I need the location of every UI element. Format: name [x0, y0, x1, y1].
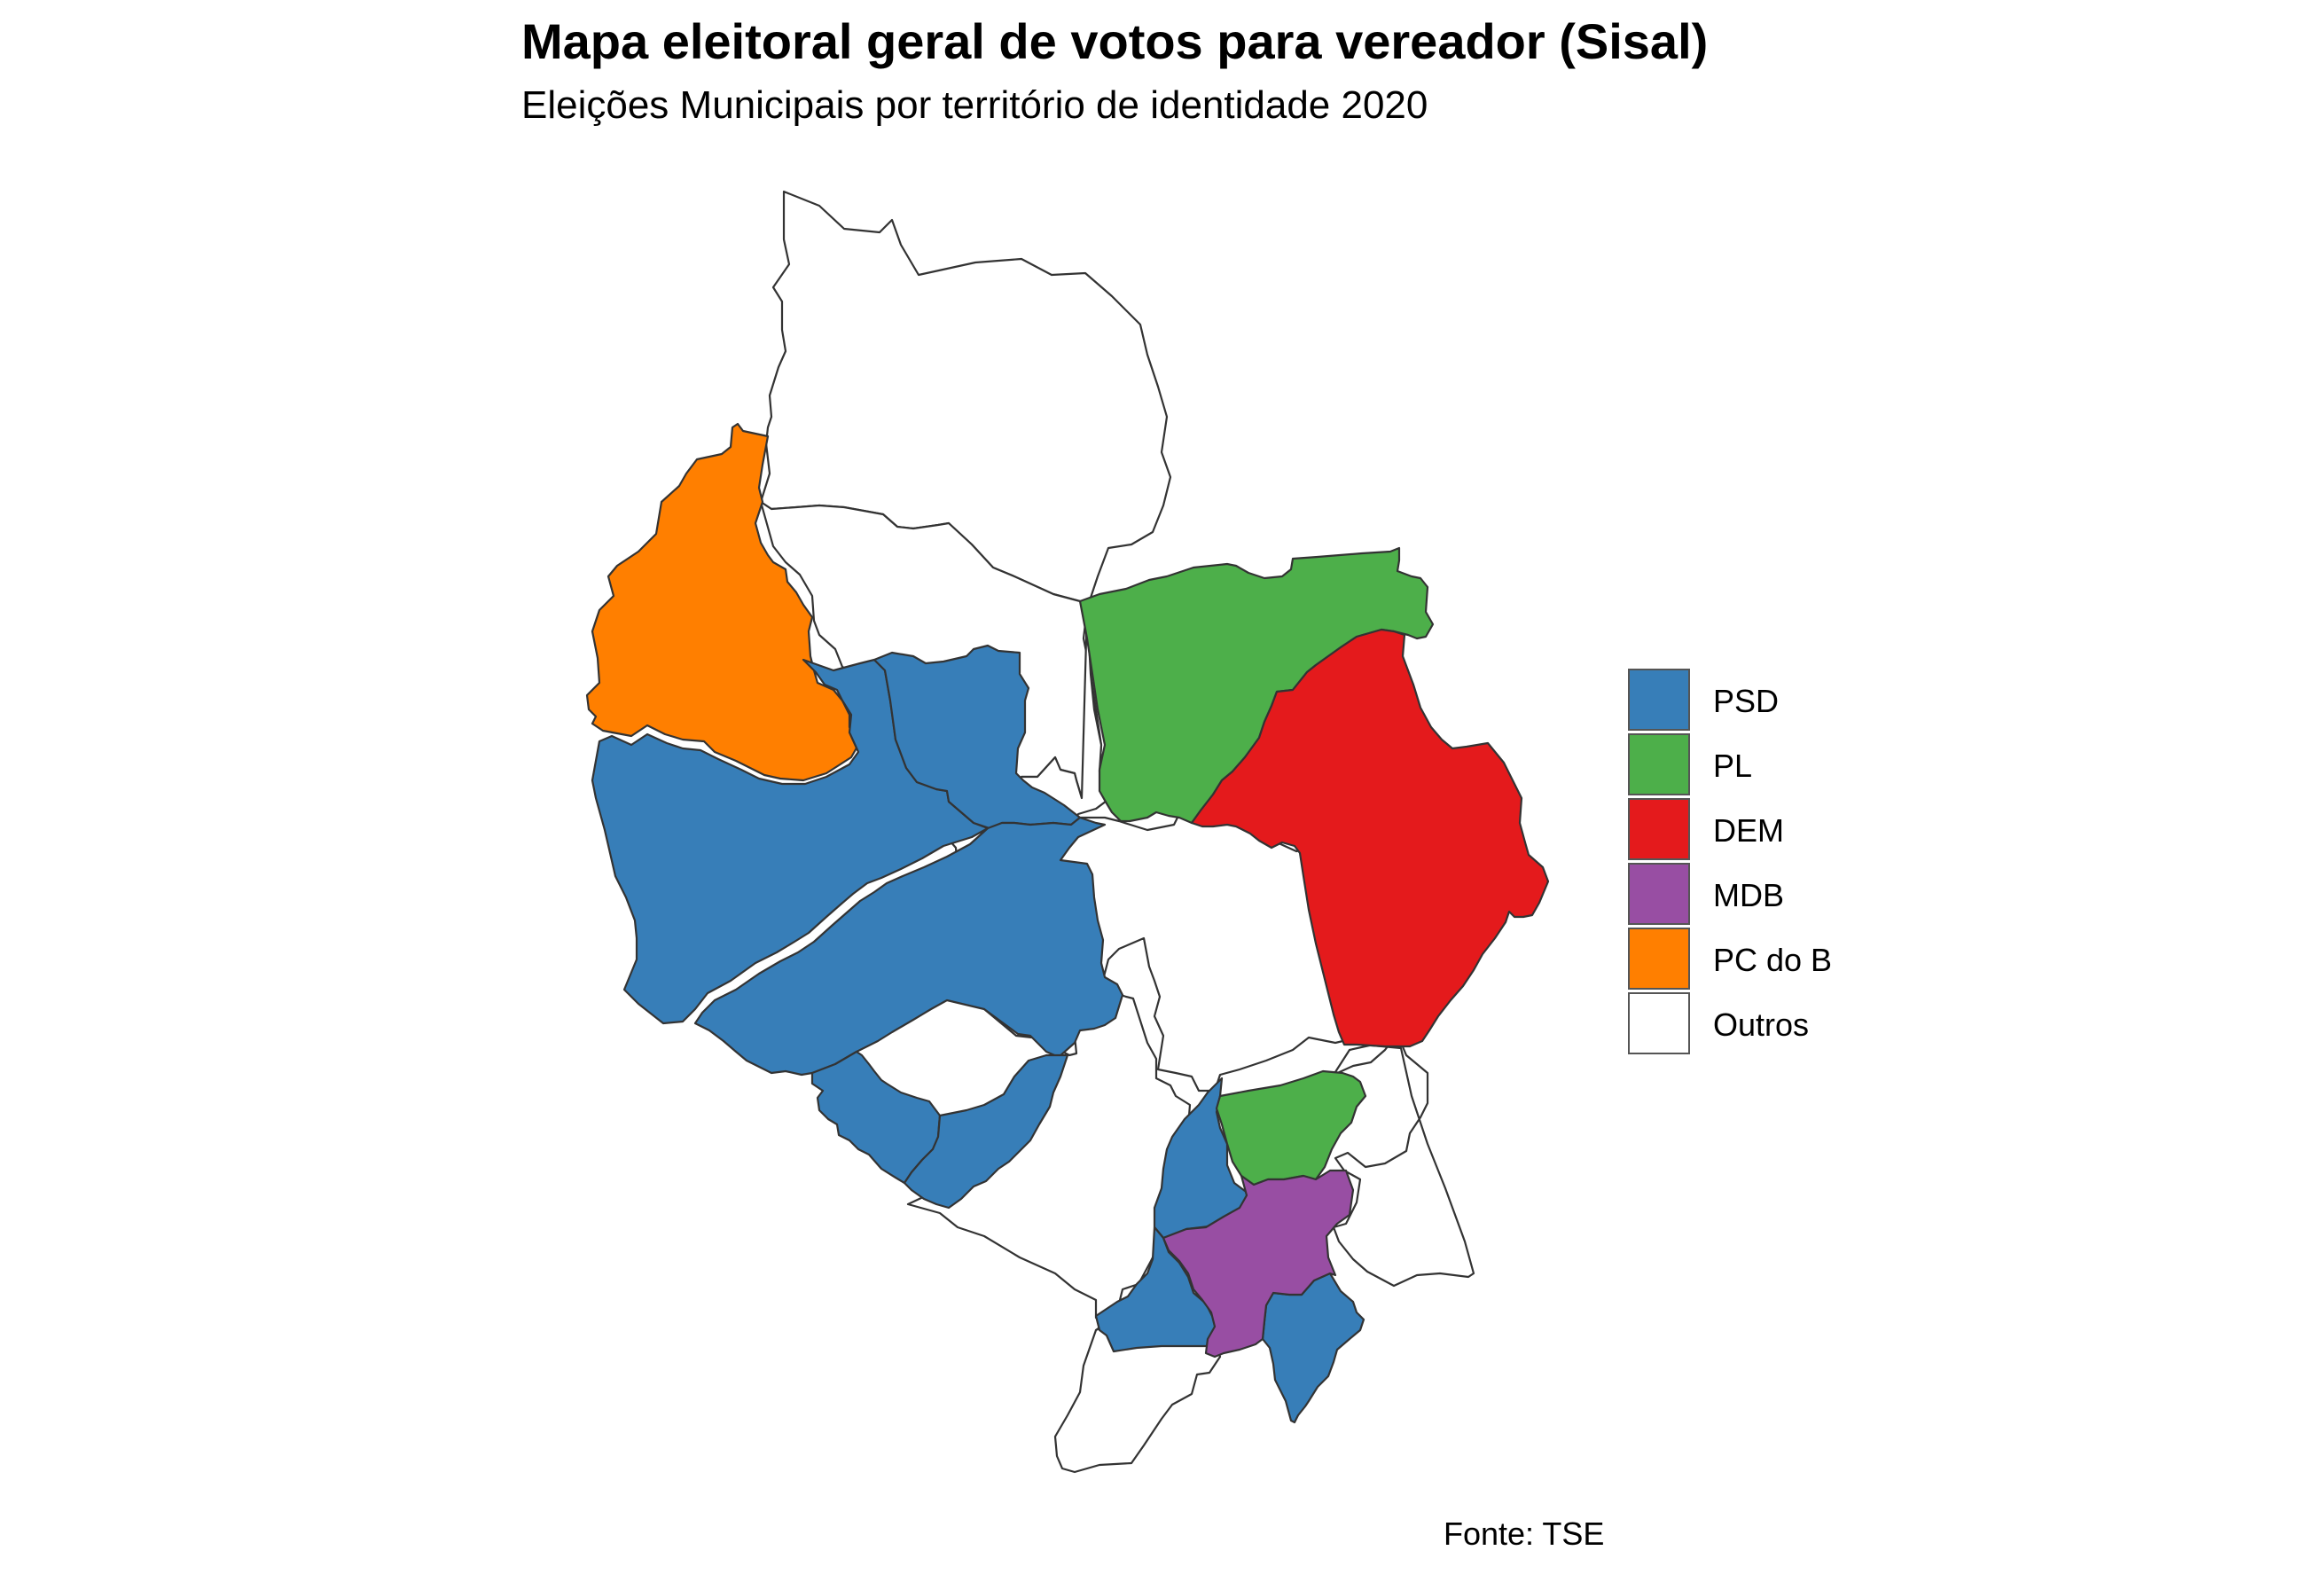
legend-swatch [1628, 863, 1690, 925]
chart-subtitle: Eleições Municipais por território de id… [521, 83, 1428, 127]
chart-title: Mapa eleitoral geral de votos para verea… [521, 13, 1709, 69]
legend-swatch [1628, 928, 1690, 990]
legend-label: PSD [1713, 683, 1780, 719]
map-region-psd-center [693, 816, 1124, 1077]
map-region-psd-south-b [1094, 1226, 1222, 1353]
legend-item-mdb: MDB [1628, 863, 1983, 928]
map-region-psd-northeast-w [872, 644, 1082, 830]
legend-swatch [1628, 669, 1690, 731]
legend-item-dem: DEM [1628, 798, 1983, 863]
legend-item-outros: Outros [1628, 992, 1983, 1057]
map-region-psd-south-west2 [903, 1053, 1069, 1210]
legend-item-pl: PL [1628, 733, 1983, 798]
map-region-mdb [1162, 1169, 1355, 1359]
legend-label: Outros [1713, 1006, 1810, 1043]
map-region-pc-do-b [585, 422, 860, 782]
legend-swatch [1628, 798, 1690, 860]
map-region-pl-south [1215, 1069, 1367, 1186]
legend-item-pc-do-b: PC do B [1628, 928, 1983, 992]
legend-swatch [1628, 992, 1690, 1054]
legend-label: PL [1713, 748, 1753, 784]
map-region-outros-southeast [1332, 1032, 1475, 1288]
legend-item-psd: PSD [1628, 669, 1983, 733]
chart-caption: Fonte: TSE [1444, 1515, 1605, 1552]
map-region-psd-south-c [1261, 1272, 1365, 1424]
legend-label: MDB [1713, 877, 1784, 913]
map-region-dem [1190, 628, 1550, 1048]
legend-swatch [1628, 733, 1690, 795]
legend-label: PC do B [1713, 942, 1833, 978]
legend-label: DEM [1713, 812, 1784, 849]
